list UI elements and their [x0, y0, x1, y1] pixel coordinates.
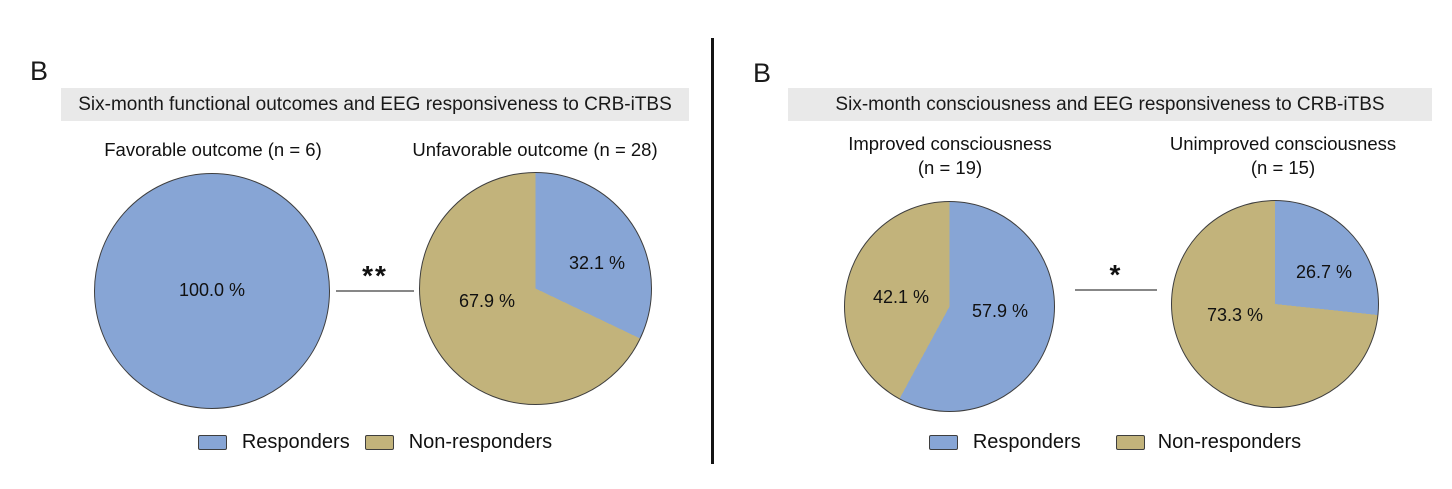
pie-title-improved-line1: Improved consciousness	[848, 133, 1052, 154]
significance-line-left	[336, 290, 414, 292]
legend-swatch-responders	[928, 435, 958, 450]
significance-marker-left: **	[336, 260, 414, 292]
panel-title-consciousness: Six-month consciousness and EEG responsi…	[788, 88, 1432, 121]
legend-label-non-responders: Non-responders	[1157, 431, 1302, 453]
pie-title-unimproved-line2: (n = 15)	[1250, 157, 1316, 178]
pie-title-favorable: Favorable outcome (n = 6)	[104, 139, 322, 160]
legend-left: Responders Non-responders	[60, 431, 690, 454]
significance-marker-right: *	[1075, 259, 1157, 291]
pie-favorable-outcome	[94, 173, 330, 409]
pie-title-unfavorable: Unfavorable outcome (n = 28)	[412, 139, 658, 160]
panel-title-functional: Six-month functional outcomes and EEG re…	[61, 88, 689, 121]
significance-stars-left: **	[362, 260, 388, 291]
legend-label-responders: Responders	[972, 431, 1081, 453]
panel-divider	[711, 38, 714, 464]
slice-label-improved-nonresponders: 42.1 %	[872, 287, 930, 307]
legend-swatch-non-responders	[1115, 435, 1145, 450]
slice-label-improved-responders: 57.9 %	[971, 301, 1029, 321]
significance-line-right	[1075, 289, 1157, 291]
slice-label-favorable-responders: 100.0 %	[178, 280, 246, 300]
legend-label-non-responders: Non-responders	[408, 431, 553, 453]
slice-label-unfavorable-responders: 32.1 %	[568, 253, 626, 273]
slice-label-unimproved-responders: 26.7 %	[1295, 262, 1353, 282]
slice-label-unfavorable-nonresponders: 67.9 %	[458, 291, 516, 311]
pie-unfavorable-outcome	[419, 172, 652, 405]
pie-title-unimproved-line1: Unimproved consciousness	[1169, 133, 1397, 154]
pie-unimproved-consciousness	[1171, 200, 1379, 408]
legend-swatch-responders	[197, 435, 227, 450]
legend-right: Responders Non-responders	[790, 431, 1440, 454]
panel-label-right: B	[753, 58, 772, 88]
legend-swatch-non-responders	[364, 435, 394, 450]
pie-title-improved-line2: (n = 19)	[917, 157, 983, 178]
panel-label-left: B	[30, 56, 49, 86]
legend-label-responders: Responders	[241, 431, 350, 453]
slice-label-unimproved-nonresponders: 73.3 %	[1206, 305, 1264, 325]
significance-stars-right: *	[1109, 259, 1123, 290]
pie-improved-consciousness	[844, 201, 1055, 412]
